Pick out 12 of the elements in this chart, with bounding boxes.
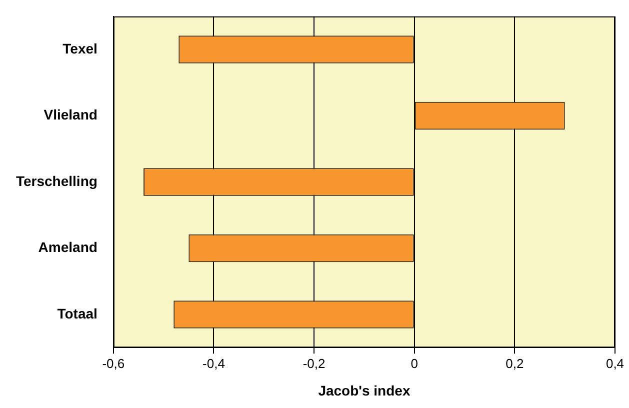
y-tick-label: Terschelling: [16, 172, 98, 189]
x-tick-label: 0,2: [506, 356, 524, 371]
x-tick-label: -0,4: [202, 356, 225, 371]
y-tick-label: Texel: [62, 40, 98, 56]
x-tick-label: -0,2: [302, 356, 326, 371]
x-tick-label: 0,4: [606, 356, 624, 371]
y-tick-label: Vlieland: [44, 106, 98, 123]
y-tick-label: Ameland: [38, 239, 98, 256]
y-tick-label: Totaal: [57, 305, 98, 322]
x-axis-title: Jacob's index: [318, 382, 410, 398]
x-tick-label: -0,6: [102, 356, 125, 371]
x-tick-label: 0: [410, 356, 418, 371]
